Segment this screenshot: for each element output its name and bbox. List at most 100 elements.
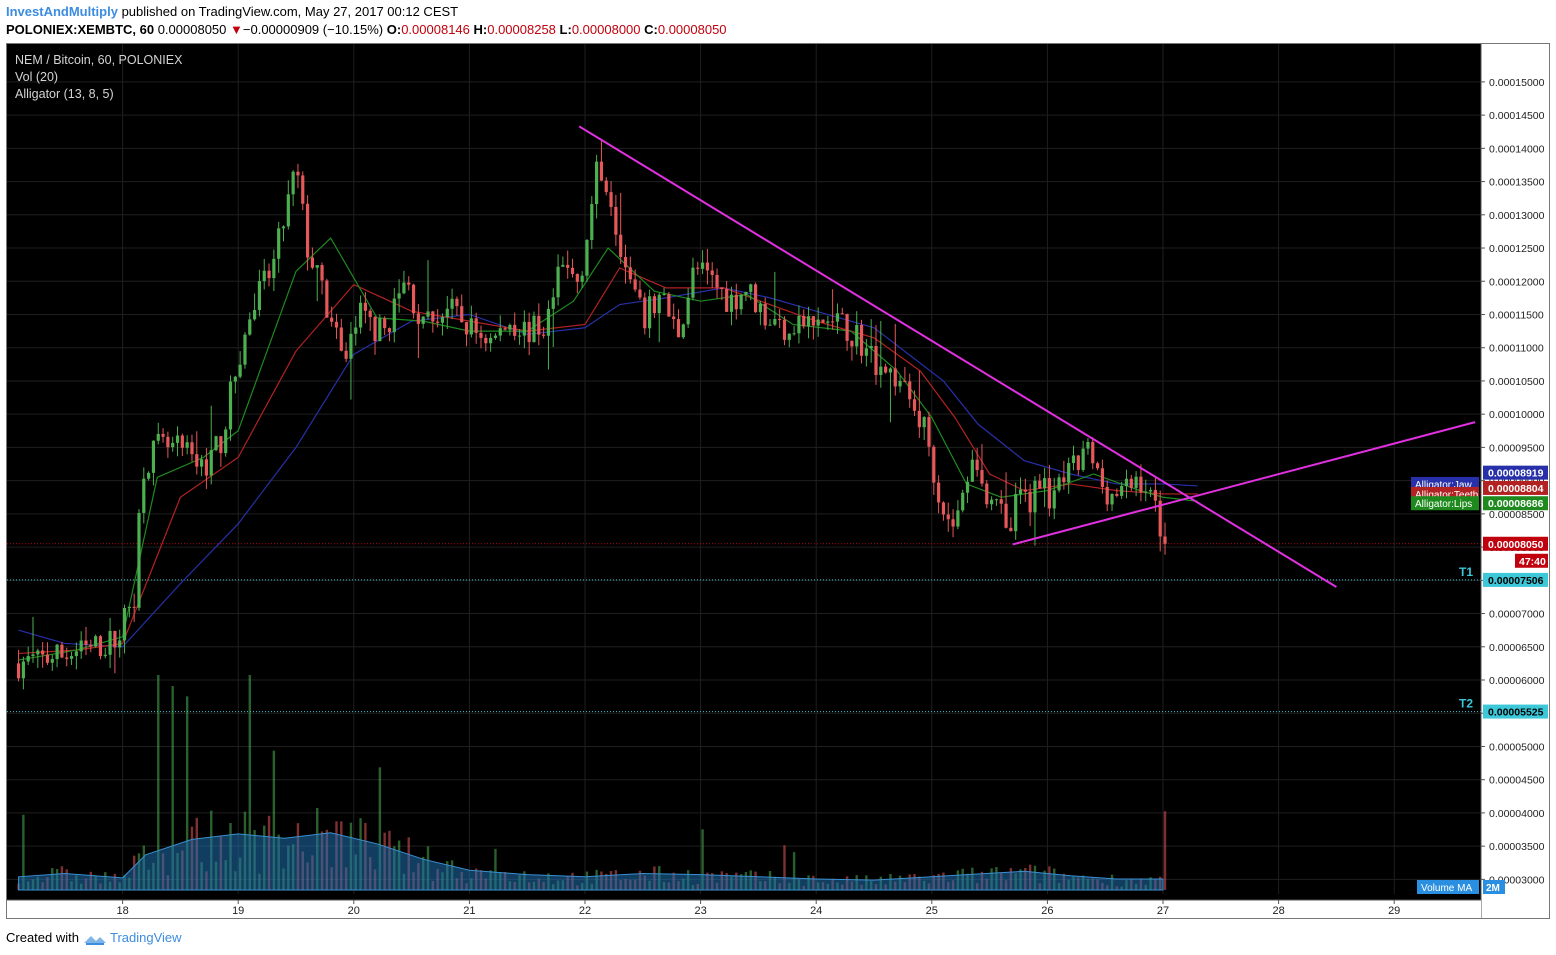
x-tick-label: 23	[694, 905, 706, 917]
candle-body	[41, 650, 45, 655]
candle-body	[710, 270, 714, 275]
candle	[89, 639, 93, 653]
candle	[1110, 493, 1114, 511]
candle-body	[1153, 490, 1157, 501]
candle-body	[368, 310, 372, 318]
candle	[1086, 438, 1090, 455]
volume-ma-label: Volume MA	[1421, 883, 1472, 894]
low-label: L:	[559, 22, 572, 37]
candle	[888, 367, 893, 423]
candle-body	[209, 450, 213, 476]
candle-body	[137, 512, 141, 608]
candle	[69, 651, 74, 666]
candle	[879, 320, 883, 388]
candle	[132, 593, 136, 622]
candle-body	[643, 297, 647, 329]
candle	[118, 629, 122, 658]
candle-body	[961, 492, 965, 511]
candle-body	[267, 270, 271, 279]
candle-body	[1091, 441, 1095, 464]
candle-body	[1004, 503, 1008, 528]
candle	[1042, 467, 1047, 508]
candle	[744, 291, 748, 302]
candle	[262, 259, 266, 290]
candle	[36, 648, 40, 668]
candle-body	[599, 161, 604, 181]
candle-body	[98, 636, 103, 657]
candle-body	[556, 266, 560, 298]
y-tick-label: 0.00006000	[1489, 675, 1545, 687]
candle	[951, 509, 955, 538]
candle	[513, 312, 517, 341]
candle-body	[623, 256, 628, 268]
candle-body	[156, 433, 160, 441]
candle-body	[941, 502, 946, 515]
candle	[532, 311, 536, 343]
candle	[806, 306, 811, 339]
candle	[999, 490, 1003, 514]
candle-body	[614, 206, 618, 235]
candle-body	[1052, 490, 1056, 509]
candle-body	[50, 659, 54, 663]
candle-body	[474, 318, 478, 333]
candle	[426, 260, 430, 320]
candle	[522, 310, 526, 349]
candle-body	[705, 262, 709, 271]
candle-body	[744, 291, 748, 295]
high-label: H:	[473, 22, 488, 37]
candle-body	[228, 381, 233, 430]
y-tick-label: 0.00014500	[1489, 110, 1545, 122]
y-tick-label: 0.00010000	[1489, 409, 1545, 421]
candle	[392, 287, 396, 343]
candle-body	[31, 654, 35, 657]
candle	[912, 390, 917, 416]
open-value: 0.00008146	[401, 22, 470, 37]
candle-body	[431, 311, 435, 322]
candle-body	[113, 630, 117, 648]
candle	[1004, 472, 1008, 529]
x-tick-label: 25	[926, 905, 938, 917]
candle-body	[508, 324, 512, 330]
candle	[1100, 459, 1104, 494]
candle	[354, 315, 358, 346]
candle	[127, 606, 131, 618]
candle-body	[787, 333, 791, 340]
candle	[753, 282, 758, 313]
candle	[1009, 517, 1013, 532]
candle-body	[277, 228, 281, 259]
candle	[60, 641, 64, 659]
candle-body	[455, 298, 459, 307]
candle	[122, 604, 127, 654]
candle-body	[445, 308, 449, 318]
candle-body	[662, 293, 666, 295]
candle-body	[484, 337, 488, 344]
author-link[interactable]: InvestAndMultiply	[6, 4, 118, 19]
candle	[436, 309, 440, 328]
candle-body	[1009, 527, 1013, 532]
alligator-line	[18, 287, 1198, 648]
candle	[460, 294, 464, 323]
price-chart[interactable]: 0.000030000.000035000.000040000.00004500…	[7, 44, 1549, 918]
tradingview-link[interactable]: TradingView	[110, 930, 182, 945]
candle	[277, 221, 281, 273]
y-tick-label: 0.00011000	[1489, 343, 1544, 355]
candle-body	[595, 161, 599, 205]
candle	[1134, 471, 1138, 497]
volume-bar	[701, 829, 704, 890]
candle	[696, 261, 700, 275]
y-tick-label: 0.00003500	[1489, 841, 1545, 853]
candle-body	[392, 298, 396, 333]
candle	[368, 308, 372, 331]
x-tick-label: 19	[232, 905, 244, 917]
candle	[1018, 477, 1023, 504]
candle	[917, 370, 921, 438]
candle-body	[118, 640, 122, 648]
candle-body	[402, 282, 406, 294]
candle-body	[1057, 477, 1061, 491]
y-tick-label: 0.00008500	[1489, 509, 1545, 521]
candle-body	[1100, 468, 1104, 487]
candle-body	[517, 335, 522, 337]
candle-body	[383, 318, 387, 329]
candle	[79, 631, 83, 659]
candle-body	[493, 335, 498, 338]
